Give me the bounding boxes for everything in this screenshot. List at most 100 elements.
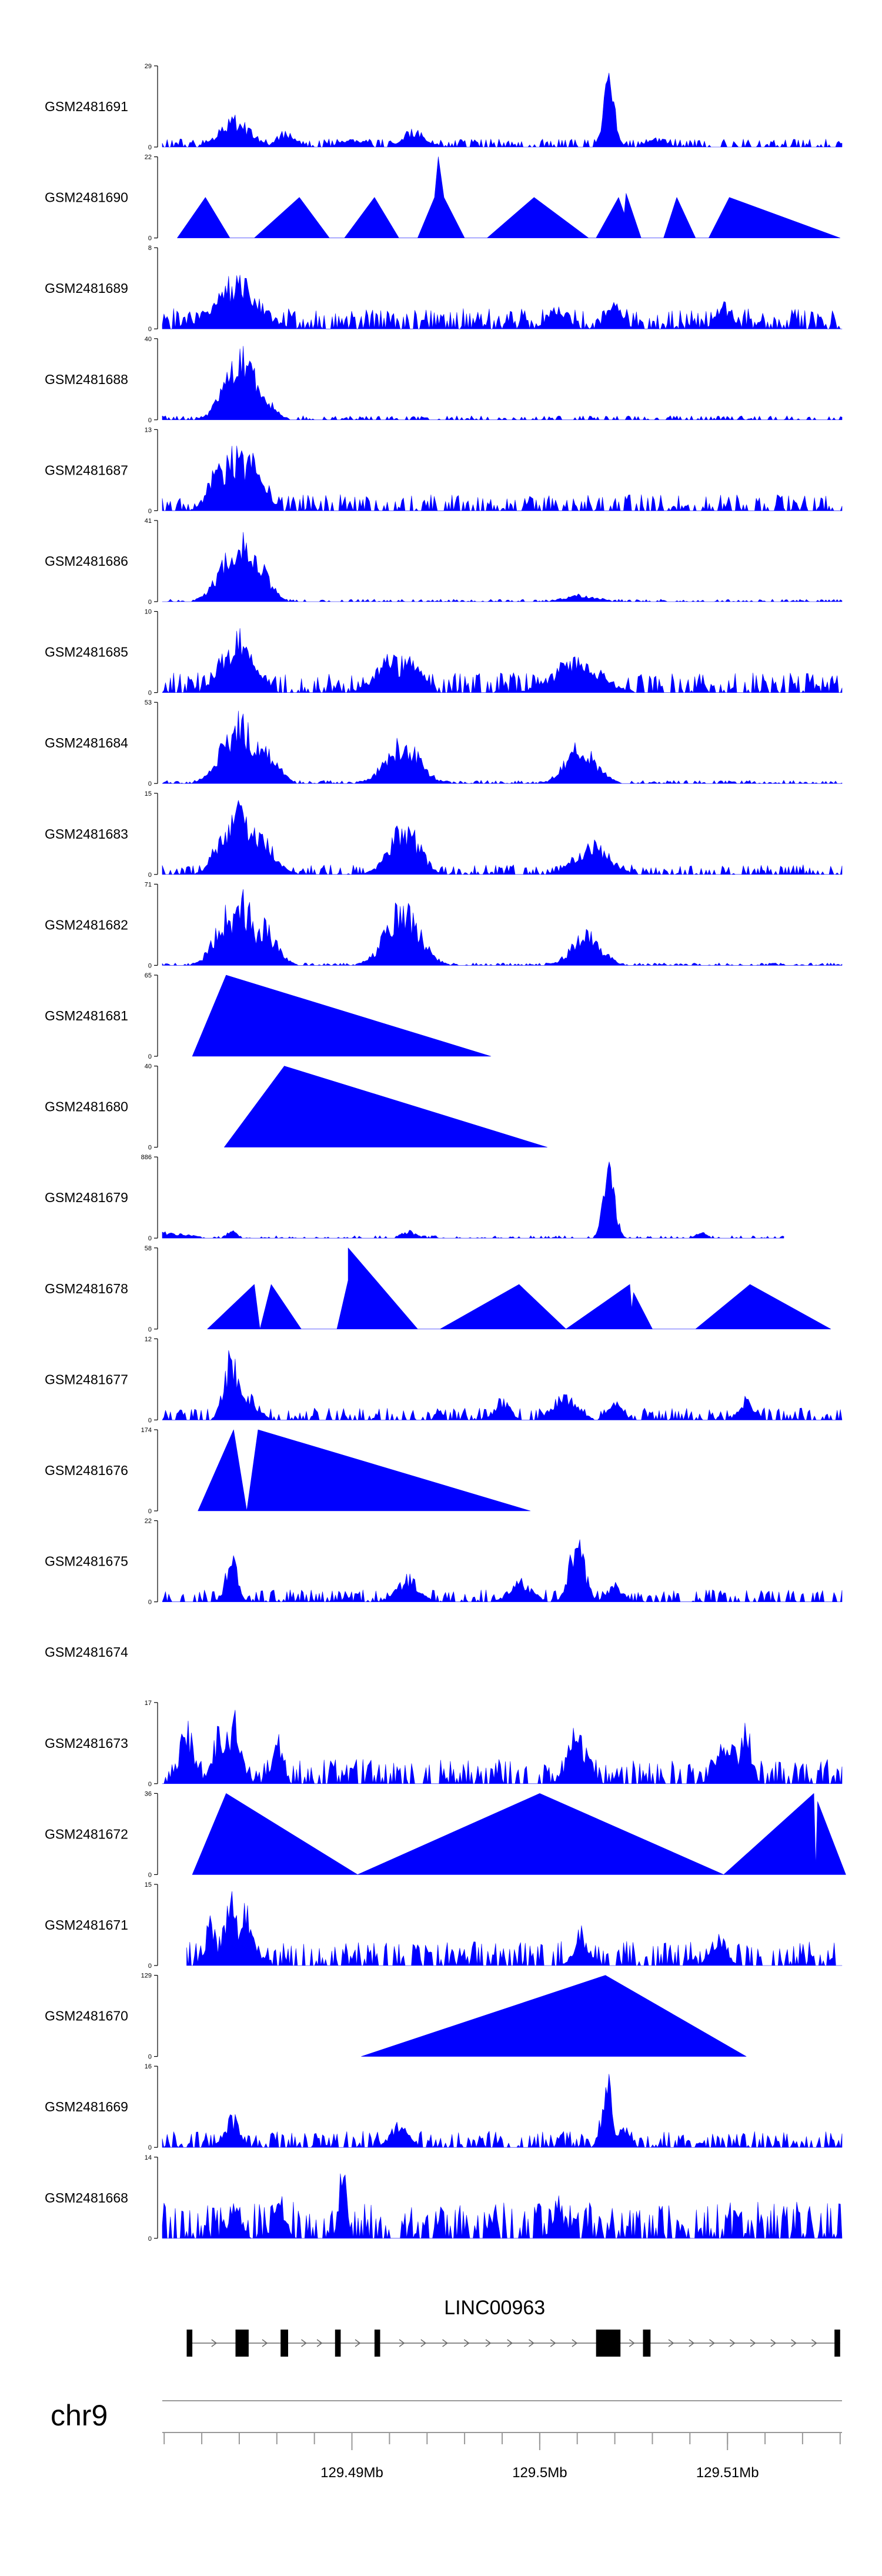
coverage-area	[207, 1247, 831, 1330]
x-tick-label: 129.49Mb	[320, 2465, 383, 2481]
track-GSM2481675: GSM2481675 22 0	[45, 1518, 843, 1606]
data-tracks: GSM2481691290GSM2481690220GSM248168980GS…	[45, 63, 846, 2243]
y-axis: 129 0	[141, 1973, 158, 2061]
chromosome-label: chr9	[51, 2399, 108, 2432]
y-tick-label-max: 886	[141, 1154, 152, 1161]
coverage-area	[162, 628, 843, 693]
track-GSM2481668: GSM2481668 14 0	[45, 2154, 843, 2243]
y-tick-label-max: 58	[145, 1245, 152, 1252]
y-axis: 36 0	[145, 1790, 158, 1878]
y-tick-label-min: 0	[148, 1235, 152, 1242]
coverage-area	[162, 800, 843, 875]
exon	[596, 2330, 621, 2357]
y-axis: 53 0	[145, 699, 158, 788]
coverage-area	[177, 156, 841, 238]
y-tick-label-max: 53	[145, 699, 152, 706]
y-axis: 65 0	[145, 972, 158, 1060]
track-GSM2481679: GSM2481679 886 0	[45, 1154, 784, 1242]
y-axis: 15 0	[145, 790, 158, 879]
track-GSM2481677: GSM2481677 12 0	[45, 1336, 843, 1424]
exon	[335, 2330, 341, 2357]
y-tick-label-max: 12	[145, 1336, 152, 1343]
track-GSM2481669: GSM2481669 16 0	[45, 2063, 843, 2151]
y-tick-label-min: 0	[148, 417, 152, 424]
track-label: GSM2481682	[45, 917, 128, 932]
exon	[374, 2330, 380, 2357]
strand-arrow	[262, 2339, 268, 2347]
strand-arrow	[420, 2339, 427, 2347]
y-axis: 12 0	[145, 1336, 158, 1424]
y-tick-label-max: 16	[145, 2063, 152, 2070]
track-label: GSM2481683	[45, 826, 128, 842]
track-GSM2481686: GSM2481686 41 0	[45, 518, 843, 606]
strand-arrow	[811, 2339, 817, 2347]
track-GSM2481676: GSM2481676 174 0	[45, 1427, 531, 1515]
y-tick-label-min: 0	[148, 1871, 152, 1878]
y-tick-label-min: 0	[148, 1417, 152, 1424]
strand-arrow	[442, 2339, 448, 2347]
track-label: GSM2481676	[45, 1463, 128, 1478]
genome-axis-track: chr9 129.49Mb 129.5Mb 129.51Mb	[51, 2399, 842, 2481]
y-tick-label-max: 71	[145, 881, 152, 888]
strand-arrow	[689, 2339, 695, 2347]
track-label: GSM2481687	[45, 462, 128, 478]
track-GSM2481672: GSM2481672 36 0	[45, 1790, 846, 1878]
coverage-area	[192, 1793, 846, 1875]
track-label: GSM2481689	[45, 281, 128, 296]
y-tick-label-min: 0	[148, 1599, 152, 1606]
track-GSM2481678: GSM2481678 58 0	[45, 1245, 831, 1333]
y-tick-label-max: 22	[145, 1518, 152, 1525]
track-label: GSM2481690	[45, 190, 128, 205]
track-label: GSM2481680	[45, 1099, 128, 1115]
exon	[186, 2330, 193, 2357]
track-label: GSM2481674	[45, 1644, 128, 1660]
y-tick-label-min: 0	[148, 780, 152, 788]
track-label: GSM2481668	[45, 2190, 128, 2205]
y-tick-label-max: 17	[145, 1700, 152, 1707]
y-tick-label-min: 0	[148, 144, 152, 151]
coverage-area	[192, 975, 492, 1057]
y-axis: 40 0	[145, 1063, 158, 1152]
track-GSM2481685: GSM2481685 10 0	[45, 609, 843, 697]
track-GSM2481682: GSM2481682 71 0	[45, 881, 843, 969]
y-tick-label-max: 129	[141, 1973, 152, 1980]
y-tick-label-min: 0	[148, 1508, 152, 1515]
coverage-area	[162, 889, 843, 966]
strand-arrow	[355, 2339, 361, 2347]
y-axis: 71 0	[145, 881, 158, 969]
track-label: GSM2481685	[45, 645, 128, 660]
y-axis: 41 0	[145, 518, 158, 606]
coverage-area	[162, 2074, 843, 2148]
y-tick-label-min: 0	[148, 1326, 152, 1333]
y-tick-label-max: 36	[145, 1790, 152, 1797]
y-axis: 10 0	[145, 609, 158, 697]
strand-arrow	[211, 2339, 218, 2347]
strand-arrow	[668, 2339, 674, 2347]
y-tick-label-max: 15	[145, 790, 152, 798]
y-tick-label-max: 29	[145, 63, 152, 70]
y-tick-label-min: 0	[148, 599, 152, 606]
track-label: GSM2481672	[45, 1826, 128, 1841]
strand-arrow	[463, 2339, 470, 2347]
track-GSM2481673: GSM2481673 17 0	[45, 1700, 843, 1788]
y-tick-label-max: 174	[141, 1427, 152, 1434]
strand-arrow	[750, 2339, 756, 2347]
y-tick-label-max: 15	[145, 1881, 152, 1888]
y-axis: 29 0	[145, 63, 158, 151]
gene-annotation-track: LINC00963	[186, 2297, 840, 2357]
exon	[643, 2330, 651, 2357]
y-axis: 13 0	[145, 426, 158, 515]
y-tick-label-min: 0	[148, 2144, 152, 2151]
y-tick-label-max: 40	[145, 336, 152, 343]
strand-arrow	[770, 2339, 777, 2347]
coverage-area	[224, 1066, 547, 1147]
track-label: GSM2481673	[45, 1736, 128, 1751]
y-axis: 886 0	[141, 1154, 158, 1242]
track-GSM2481674: GSM2481674	[45, 1644, 128, 1660]
y-axis: 15 0	[145, 1881, 158, 1970]
y-tick-label-max: 13	[145, 426, 152, 433]
coverage-area	[198, 1429, 531, 1511]
y-tick-label-max: 65	[145, 972, 152, 979]
y-tick-label-min: 0	[148, 2235, 152, 2243]
coverage-area	[162, 1350, 843, 1420]
